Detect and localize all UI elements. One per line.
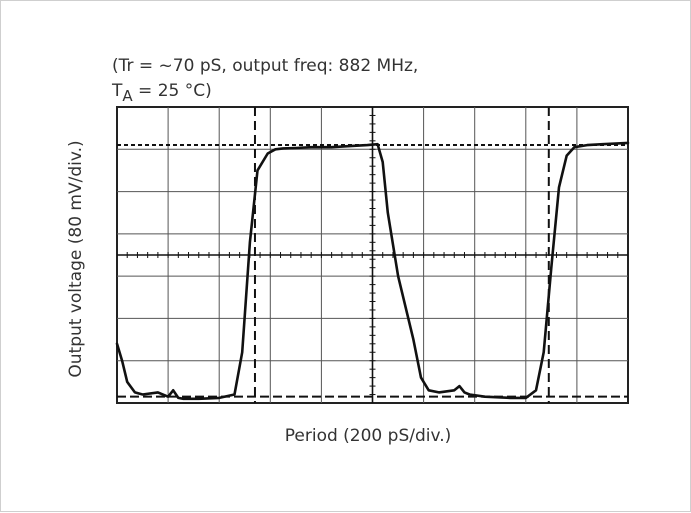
waveform-trace bbox=[115, 141, 630, 401]
x-axis-label: Period (200 pS/div.) bbox=[284, 426, 452, 446]
conditions-temp-value: = 25 °C) bbox=[132, 81, 212, 101]
conditions-temp-subscript: A bbox=[122, 87, 133, 105]
conditions-temp-symbol: T bbox=[112, 81, 123, 101]
conditions-line-2: TA = 25 °C) bbox=[112, 81, 212, 106]
conditions-line-1: (Tr = ~70 pS, output freq: 882 MHz, bbox=[112, 56, 419, 76]
